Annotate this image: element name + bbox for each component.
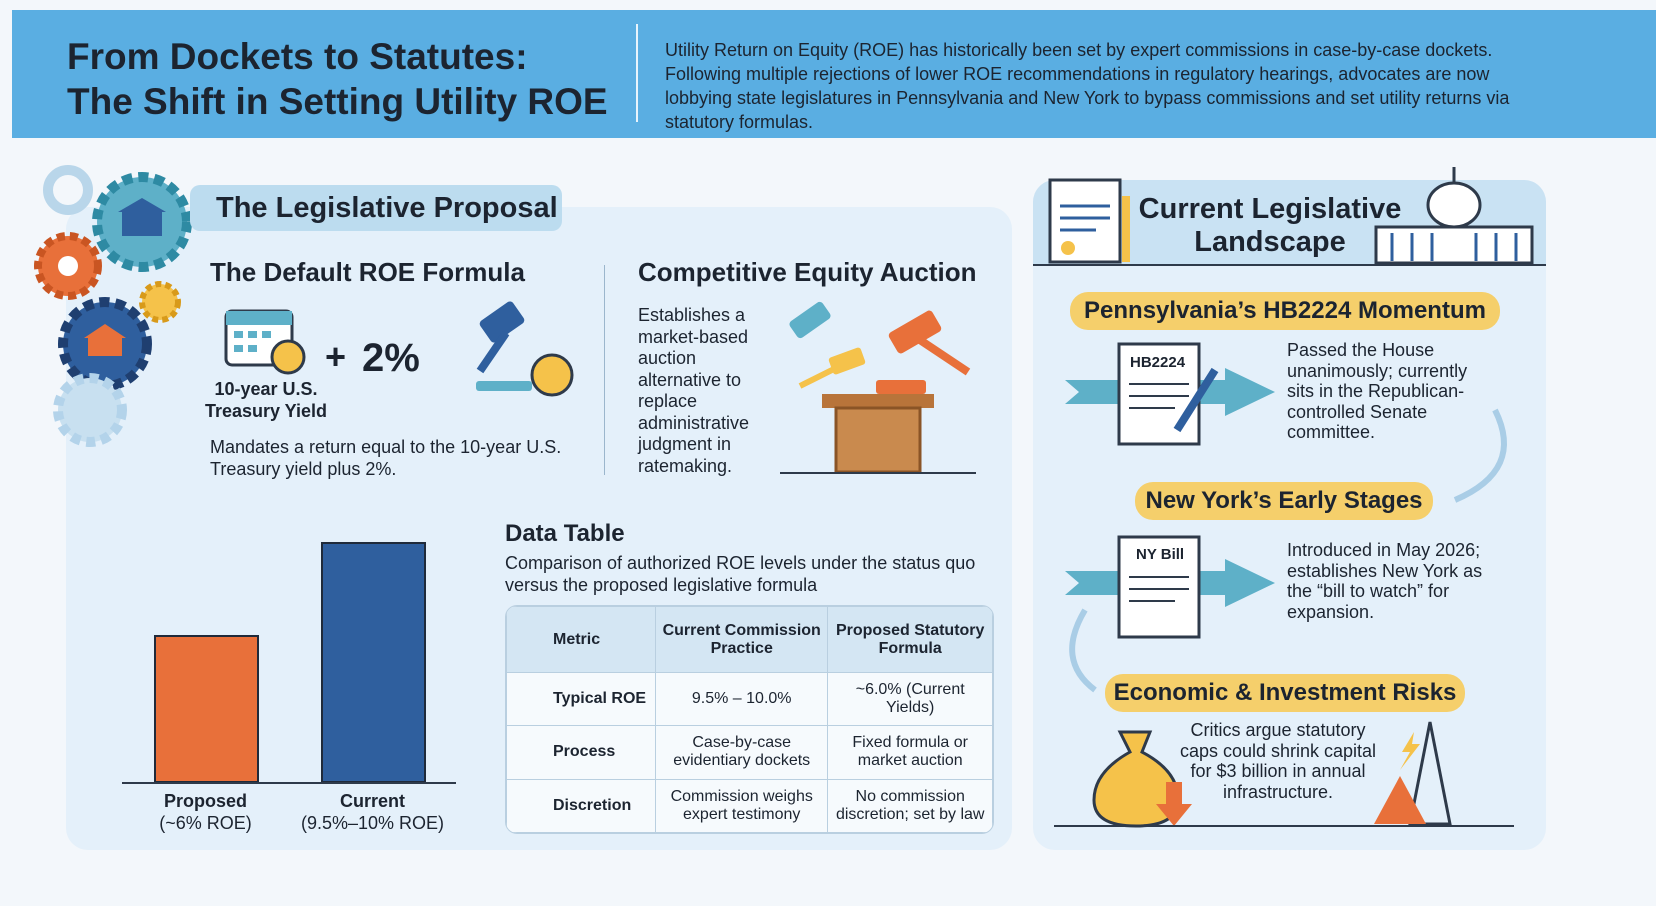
title-line: From Dockets to Statutes: — [67, 36, 528, 77]
title: From Dockets to Statutes: The Shift in S… — [67, 34, 608, 124]
baseline — [122, 782, 456, 784]
gavel-icon — [476, 301, 574, 397]
capitol-icon — [1374, 167, 1534, 265]
item-heading: Economic & Investment Risks — [1105, 674, 1465, 712]
title-line: The Shift in Setting Utility ROE — [67, 81, 608, 122]
formula-description: Mandates a return equal to the 10-year U… — [210, 437, 562, 479]
category-label: Current — [339, 791, 405, 811]
icon-label: 10-year U.S. Treasury Yield — [204, 379, 328, 421]
auction-icon — [780, 301, 976, 474]
bill-icon — [1065, 535, 1275, 639]
bar — [153, 634, 259, 783]
row-header: Typical ROE — [506, 671, 656, 727]
bar — [320, 542, 426, 783]
risk-icons — [1054, 721, 1514, 828]
table-cell: 9.5% – 10.0% — [654, 671, 829, 727]
auction-title: Competitive Equity Auction — [638, 257, 977, 287]
table-row: Process Case-by-case evidentiary dockets F… — [506, 725, 993, 780]
table-cell: Commission weighs expert testimony — [654, 778, 829, 833]
header-band — [12, 10, 1656, 138]
bill-label: HB2224 — [1130, 354, 1186, 371]
item-text: Introduced in May 2026; establishes New … — [1287, 540, 1483, 622]
calendar-icon — [224, 309, 306, 375]
table-body: Typical ROE 9.5% – 10.0% ~6.0% (Current Yi… — [506, 671, 993, 833]
divider — [604, 265, 605, 475]
row-header: Discretion — [506, 778, 656, 833]
section-title: The Legislative Proposal — [190, 185, 562, 231]
table-cell: No commission discretion; set by law — [827, 778, 993, 833]
divider — [636, 24, 638, 122]
bar-chart: Proposed (~6% ROE) Current (9.5%–10% ROE) — [122, 520, 456, 833]
value-label: (~6% ROE) — [159, 813, 252, 833]
category-label: Proposed — [163, 791, 247, 811]
item-text: Passed the House unanimously; currently … — [1287, 340, 1468, 442]
landscape-title: Current Legislative Landscape — [1138, 193, 1402, 258]
column-header: Proposed Statutory Formula — [827, 606, 993, 673]
document-icon — [1048, 178, 1130, 264]
formula-title: The Default ROE Formula — [210, 257, 525, 287]
table-row: Discretion Commission weighs expert testi… — [506, 778, 993, 833]
item-heading: Pennsylvania’s HB2224 Momentum — [1070, 292, 1500, 330]
column-header: Current Commission Practice — [654, 606, 829, 673]
bill-label: NY Bill — [1136, 546, 1185, 563]
table-caption: Comparison of authorized ROE levels unde… — [505, 553, 976, 595]
column-header: Metric — [506, 606, 656, 673]
description: Utility Return on Equity (ROE) has histo… — [665, 40, 1510, 132]
item-text: Critics argue statutory caps could shrin… — [1179, 720, 1377, 802]
formula-addend: 2% — [362, 336, 420, 380]
value-label: (9.5%–10% ROE) — [300, 813, 445, 833]
table-cell: ~6.0% (Current Yields) — [827, 671, 993, 727]
table-row: Typical ROE 9.5% – 10.0% ~6.0% (Current Yi… — [506, 671, 993, 727]
formula-operator: + — [325, 336, 347, 377]
table-cell: Fixed formula or market auction — [827, 725, 993, 780]
data-table: Metric Current Commission Practice Propo… — [506, 606, 993, 833]
table-cell: Case-by-case evidentiary dockets — [654, 725, 829, 780]
bill-icon — [1065, 342, 1275, 446]
item-heading: New York’s Early Stages — [1135, 482, 1433, 520]
auction-description: Establishes a market-based auction alter… — [638, 305, 750, 476]
gears-icon — [34, 165, 192, 447]
flow-arrows — [1069, 408, 1507, 693]
table-title: Data Table — [505, 520, 625, 547]
row-header: Process — [506, 725, 656, 780]
table-frame: Metric Current Commission Practice Propo… — [505, 605, 994, 834]
header-row: Metric Current Commission Practice Propo… — [506, 606, 993, 673]
